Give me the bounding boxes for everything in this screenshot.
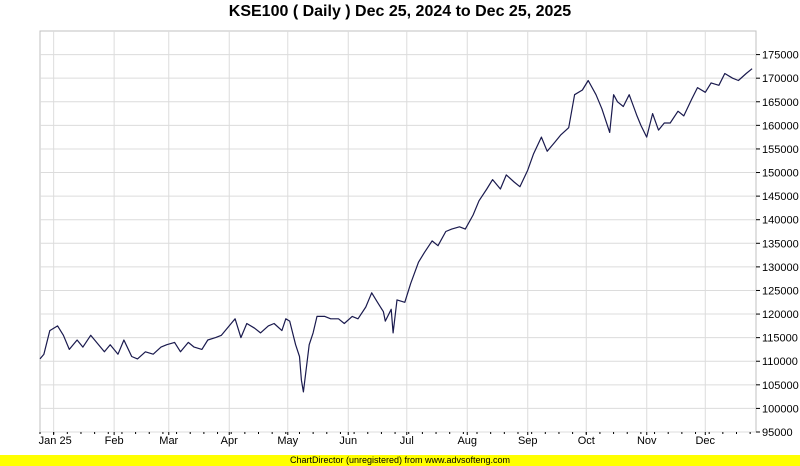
x-tick-label: Sep xyxy=(518,435,538,447)
y-tick-label: 125000 xyxy=(762,285,799,297)
series-line xyxy=(39,68,753,393)
chart-title: KSE100 ( Daily ) Dec 25, 2024 to Dec 25,… xyxy=(228,3,572,20)
footer-bar xyxy=(0,455,800,466)
y-tick-label: 130000 xyxy=(762,262,799,274)
y-tick-label: 150000 xyxy=(762,168,799,180)
y-tick-label: 135000 xyxy=(762,238,799,250)
x-tick-label: Jan 25 xyxy=(39,435,72,447)
x-tick-label: Mar xyxy=(159,435,178,447)
y-tick-label: 120000 xyxy=(762,309,799,321)
y-tick-label: 165000 xyxy=(762,97,799,109)
x-tick-label: Jul xyxy=(400,435,414,447)
x-tick-label: Jun xyxy=(339,435,357,447)
x-tick-label: Feb xyxy=(105,435,124,447)
y-tick-label: 105000 xyxy=(762,380,799,392)
x-tick-label: Nov xyxy=(637,435,657,447)
x-tick-label: May xyxy=(277,435,298,447)
x-tick-label: Dec xyxy=(695,435,715,447)
x-tick-label: Aug xyxy=(457,435,477,447)
y-tick-label: 100000 xyxy=(762,403,799,415)
y-tick-label: 95000 xyxy=(762,427,793,439)
y-tick-label: 145000 xyxy=(762,191,799,203)
label-layer: 95000 100000 105000 110000 115000 120000 12500… xyxy=(39,50,799,447)
chart-svg: 95000 100000 105000 110000 115000 120000 12500… xyxy=(39,30,799,447)
y-tick-label: 115000 xyxy=(762,333,798,345)
y-tick-label: 110000 xyxy=(762,356,798,368)
y-tick-label: 175000 xyxy=(762,50,799,62)
footer-text: ChartDirector (unregistered) from www.ad… xyxy=(289,455,511,465)
grid-layer xyxy=(40,31,756,433)
x-tick-label: Oct xyxy=(578,435,595,447)
y-tick-label: 170000 xyxy=(762,73,799,85)
x-tick-label: Apr xyxy=(221,435,238,447)
y-tick-label: 155000 xyxy=(762,144,799,156)
y-tick-label: 140000 xyxy=(762,215,799,227)
series-layer xyxy=(39,68,753,393)
y-tick-label: 160000 xyxy=(762,120,799,132)
tick-layer xyxy=(39,54,760,435)
plot-area xyxy=(39,30,757,433)
